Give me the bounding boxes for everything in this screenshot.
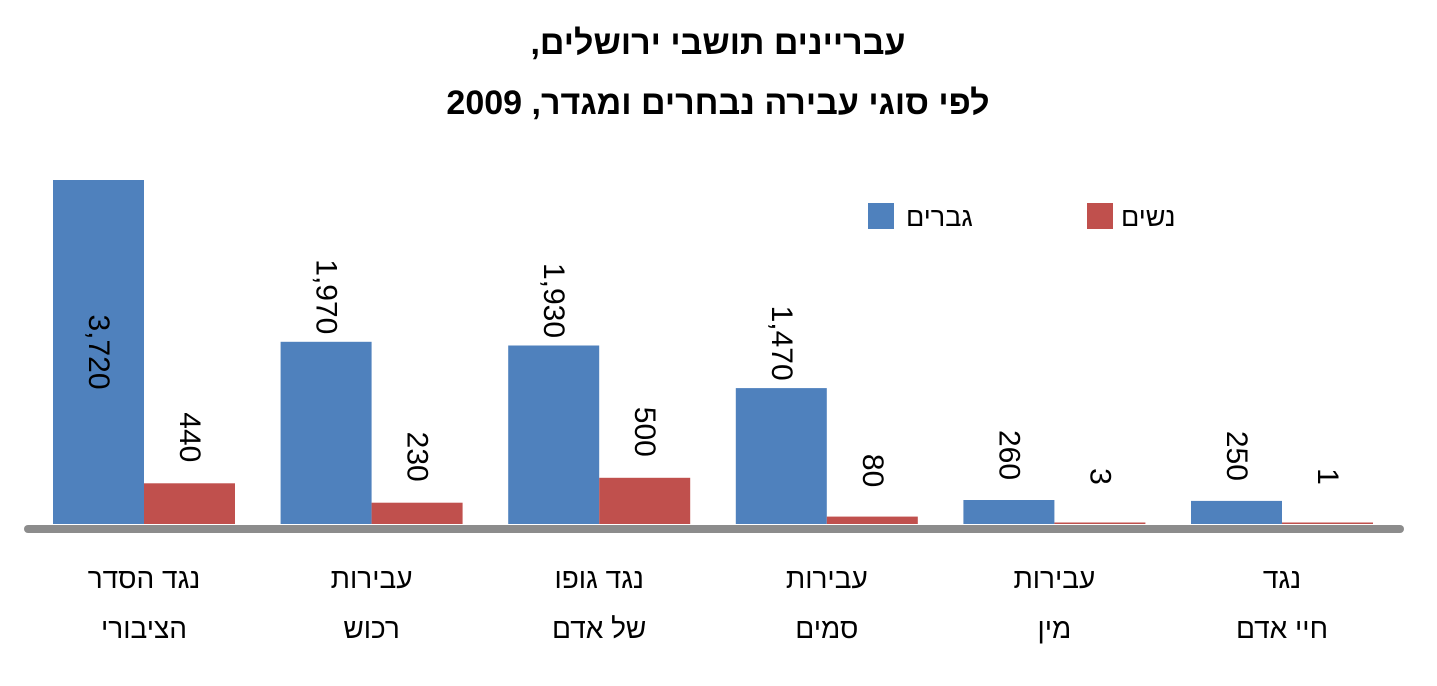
legend: גברים נשים xyxy=(868,202,1175,232)
category-label-3-line-2: של אדם xyxy=(552,613,646,644)
bar-women-2 xyxy=(371,502,463,524)
value-label-women-3: 500 xyxy=(628,407,661,457)
value-label-women-2: 230 xyxy=(401,432,434,482)
chart-title: עבריינים תושבי ירושלים, לפי סוגי עבירה נ… xyxy=(446,24,989,122)
bar-men-3 xyxy=(508,345,600,524)
category-label-5-line-2: מין xyxy=(1038,613,1072,644)
bar-men-2 xyxy=(280,341,372,524)
value-label-women-5: 3 xyxy=(1083,468,1116,485)
value-label-men-3: 1,930 xyxy=(537,263,570,338)
bar-women-3 xyxy=(599,477,691,524)
bars-group xyxy=(53,180,1373,524)
value-labels-group: 3,720 440 1,970 230 1,930 500 1,470 80 260 3 250 1 xyxy=(82,259,1344,487)
category-label-5-line-1: עבירות xyxy=(1013,563,1095,594)
legend-label-men: גברים xyxy=(906,202,973,232)
bar-women-4 xyxy=(826,516,918,524)
value-label-women-1: 440 xyxy=(173,412,206,462)
bar-men-1 xyxy=(53,180,144,524)
chart-title-line-2: לפי סוגי עבירה נבחרים ומגדר, 2009 xyxy=(446,84,989,122)
value-label-women-6: 1 xyxy=(1311,468,1344,485)
value-label-men-1: 3,720 xyxy=(82,314,115,389)
category-label-1-line-2: הציבורי xyxy=(101,613,187,644)
bar-women-6 xyxy=(1282,522,1373,524)
legend-label-women: נשים xyxy=(1121,202,1175,232)
category-label-6-line-1: נגד xyxy=(1263,563,1301,594)
value-label-men-6: 250 xyxy=(1220,431,1253,481)
category-label-4-line-2: סמים xyxy=(795,613,858,644)
value-label-women-4: 80 xyxy=(856,454,889,487)
value-label-men-5: 260 xyxy=(992,430,1025,480)
value-label-men-4: 1,470 xyxy=(765,306,798,381)
category-label-1-line-1: נגד הסדר xyxy=(88,563,201,594)
chart-title-line-1: עבריינים תושבי ירושלים, xyxy=(530,24,905,62)
bar-women-5 xyxy=(1054,522,1146,524)
bar-men-6 xyxy=(1191,500,1282,524)
bar-women-1 xyxy=(144,483,235,524)
category-label-3-line-1: נגד גופו xyxy=(554,563,644,594)
category-label-4-line-1: עבירות xyxy=(786,563,868,594)
legend-swatch-men xyxy=(868,203,894,229)
category-label-6-line-2: חיי אדם xyxy=(1236,613,1328,644)
category-label-2-line-1: עבירות xyxy=(331,563,413,594)
bar-men-5 xyxy=(963,500,1055,524)
category-label-2-line-2: רכוש xyxy=(343,613,400,644)
legend-swatch-women xyxy=(1087,203,1113,229)
value-label-men-2: 1,970 xyxy=(310,259,343,334)
bar-men-4 xyxy=(735,388,827,524)
category-labels-group: נגד הסדר הציבורי עבירות רכוש נגד גופו של אדם ע… xyxy=(88,563,1328,644)
